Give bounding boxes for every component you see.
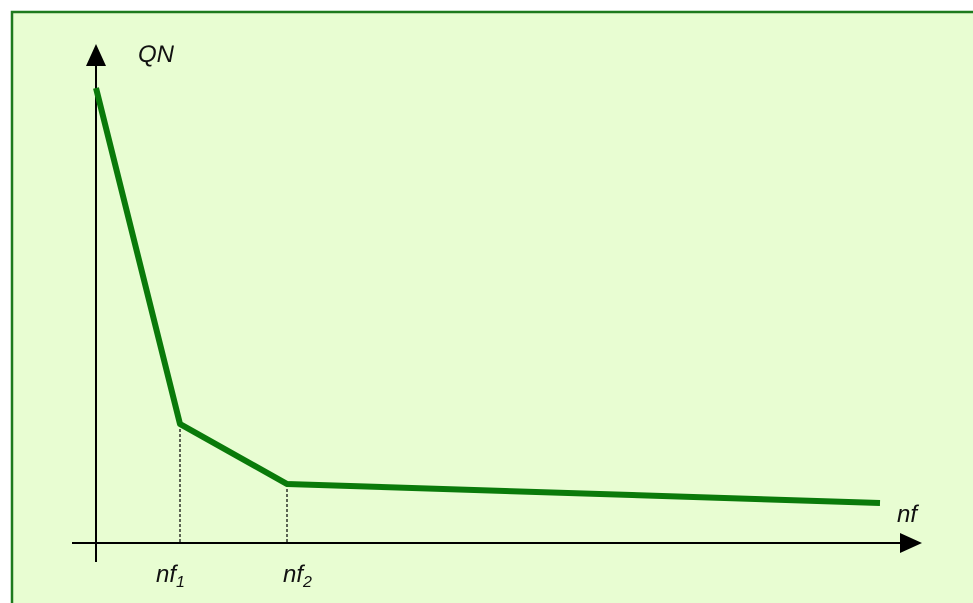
panel-border: [10, 10, 973, 603]
x-mark-label: nf1: [156, 561, 185, 591]
panel-background: [12, 12, 973, 603]
x-mark-sub: 1: [176, 574, 185, 591]
x-axis-label: nf: [897, 501, 919, 528]
x-axis-arrow: [900, 533, 922, 553]
x-mark-sub: 2: [302, 574, 312, 591]
x-mark-label: nf2: [283, 561, 312, 591]
curve: [93, 87, 881, 506]
x-mark-base: nf: [156, 561, 178, 588]
y-axis-arrow: [86, 44, 106, 66]
y-axis-label: QN: [138, 41, 175, 68]
x-mark-base: nf: [283, 561, 305, 588]
